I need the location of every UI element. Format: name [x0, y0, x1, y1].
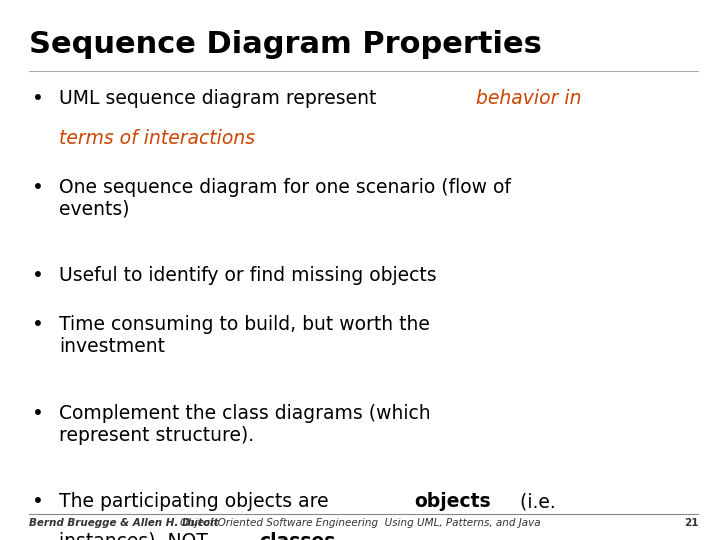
- Text: terms of interactions: terms of interactions: [59, 129, 255, 147]
- Text: Bernd Bruegge & Allen H. Dutoit: Bernd Bruegge & Allen H. Dutoit: [29, 518, 218, 529]
- Text: •: •: [32, 89, 44, 108]
- Text: •: •: [32, 315, 44, 334]
- Text: (i.e.: (i.e.: [513, 492, 555, 511]
- Text: Time consuming to build, but worth the
investment: Time consuming to build, but worth the i…: [59, 315, 430, 356]
- Text: •: •: [32, 266, 44, 285]
- Text: •: •: [32, 404, 44, 423]
- Text: •: •: [32, 178, 44, 197]
- Text: instances), NOT: instances), NOT: [59, 532, 214, 540]
- Text: Useful to identify or find missing objects: Useful to identify or find missing objec…: [59, 266, 436, 285]
- Text: 21: 21: [684, 518, 698, 529]
- Text: Sequence Diagram Properties: Sequence Diagram Properties: [29, 30, 541, 59]
- Text: objects: objects: [415, 492, 491, 511]
- Text: Complement the class diagrams (which
represent structure).: Complement the class diagrams (which rep…: [59, 404, 431, 445]
- Text: One sequence diagram for one scenario (flow of
events): One sequence diagram for one scenario (f…: [59, 178, 511, 219]
- Text: behavior in: behavior in: [477, 89, 582, 108]
- Text: UML sequence diagram represent: UML sequence diagram represent: [59, 89, 382, 108]
- Text: Object-Oriented Software Engineering  Using UML, Patterns, and Java: Object-Oriented Software Engineering Usi…: [180, 518, 540, 529]
- Text: The participating objects are: The participating objects are: [59, 492, 335, 511]
- Text: •: •: [32, 492, 44, 511]
- Text: classes: classes: [259, 532, 336, 540]
